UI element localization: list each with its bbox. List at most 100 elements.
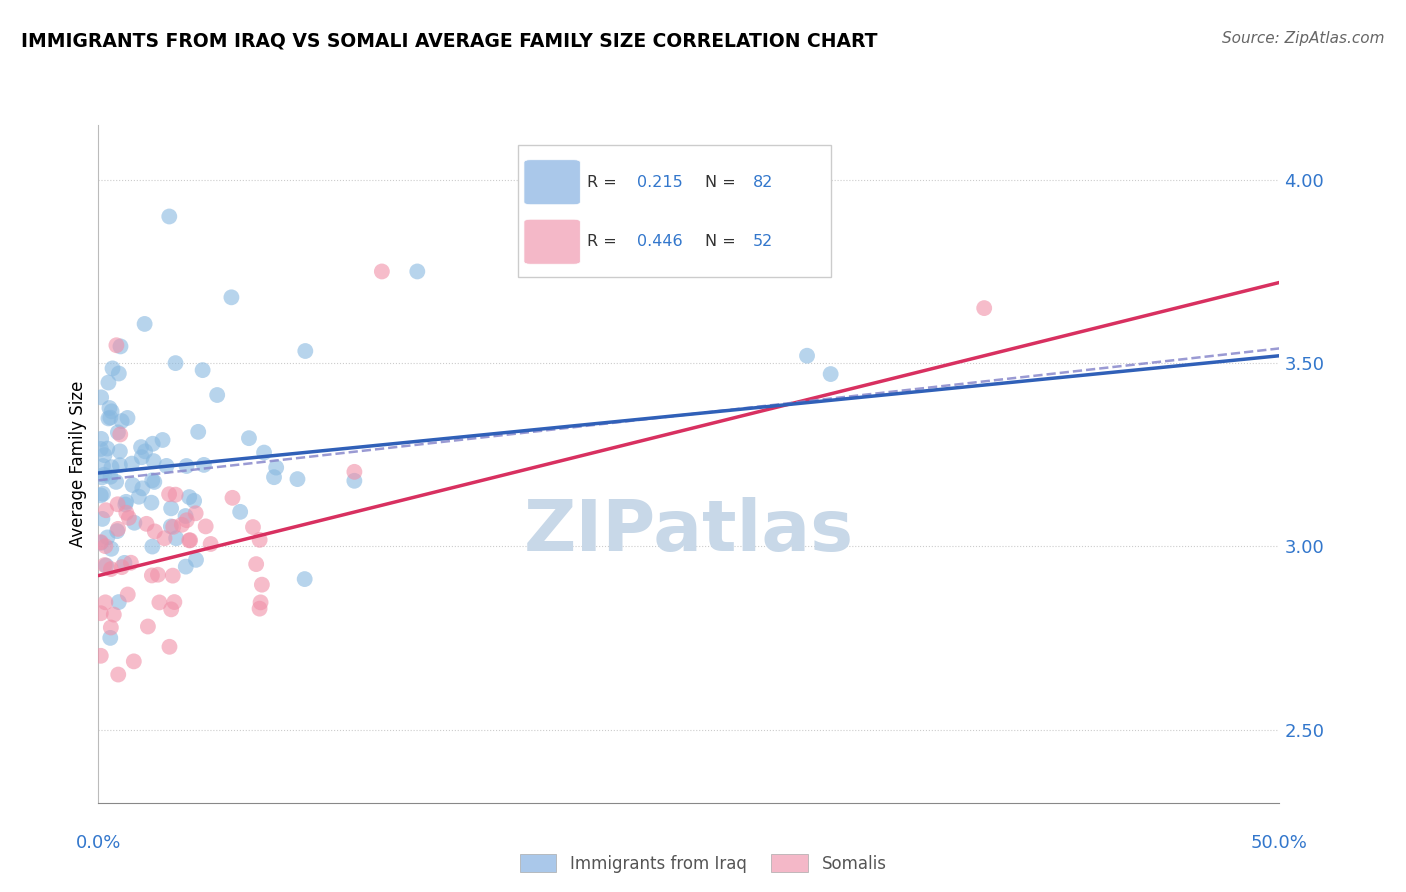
- Point: [193, 458, 215, 472]
- Point: [122, 654, 145, 668]
- Point: [160, 602, 183, 616]
- Point: [163, 595, 186, 609]
- Legend: Immigrants from Iraq, Somalis: Immigrants from Iraq, Somalis: [513, 847, 893, 880]
- Point: [128, 490, 150, 504]
- Point: [131, 481, 153, 495]
- Point: [141, 540, 163, 554]
- Point: [179, 490, 201, 504]
- Point: [245, 557, 267, 571]
- Point: [148, 595, 170, 609]
- Point: [294, 344, 316, 359]
- Text: ZIPatlas: ZIPatlas: [524, 497, 853, 566]
- Point: [90, 390, 112, 404]
- Point: [117, 411, 139, 425]
- Point: [111, 560, 134, 574]
- Point: [90, 488, 112, 502]
- Point: [98, 401, 121, 415]
- Point: [90, 648, 112, 663]
- Point: [107, 497, 129, 511]
- Point: [287, 472, 309, 486]
- Text: 50.0%: 50.0%: [1251, 834, 1308, 852]
- Point: [263, 470, 285, 484]
- Point: [143, 524, 166, 539]
- Point: [184, 506, 207, 520]
- Y-axis label: Average Family Size: Average Family Size: [69, 381, 87, 547]
- Point: [97, 411, 120, 425]
- Point: [142, 454, 165, 468]
- Point: [108, 458, 131, 472]
- Point: [91, 458, 114, 473]
- Point: [107, 595, 129, 609]
- Point: [250, 577, 273, 591]
- Point: [108, 367, 131, 381]
- Text: Source: ZipAtlas.com: Source: ZipAtlas.com: [1222, 31, 1385, 46]
- Point: [105, 475, 128, 489]
- Point: [221, 491, 243, 505]
- Point: [115, 495, 138, 509]
- Point: [141, 474, 163, 488]
- Point: [165, 488, 187, 502]
- Point: [111, 414, 134, 428]
- Point: [100, 562, 122, 576]
- Point: [121, 478, 143, 492]
- Text: 0.0%: 0.0%: [76, 834, 121, 852]
- Point: [117, 587, 139, 601]
- Point: [205, 388, 228, 402]
- Point: [406, 264, 429, 278]
- Point: [107, 425, 129, 440]
- Point: [100, 410, 122, 425]
- Point: [96, 531, 118, 545]
- Point: [820, 367, 842, 381]
- Point: [176, 513, 198, 527]
- Point: [160, 519, 183, 533]
- Point: [120, 556, 142, 570]
- Point: [105, 338, 128, 352]
- Point: [91, 512, 114, 526]
- Point: [221, 290, 243, 304]
- Point: [94, 539, 117, 553]
- Point: [94, 595, 117, 609]
- Point: [94, 558, 117, 573]
- Point: [90, 535, 112, 549]
- Point: [159, 640, 181, 654]
- Point: [90, 536, 112, 550]
- Point: [105, 524, 128, 538]
- Point: [100, 404, 122, 418]
- Point: [160, 501, 183, 516]
- Point: [93, 448, 115, 462]
- Point: [91, 487, 114, 501]
- Point: [153, 531, 176, 545]
- Point: [134, 444, 156, 458]
- Point: [124, 516, 146, 530]
- Point: [142, 436, 165, 450]
- Point: [973, 301, 995, 315]
- Point: [110, 427, 132, 442]
- Point: [114, 498, 136, 512]
- Point: [129, 440, 152, 454]
- Point: [90, 442, 112, 456]
- Point: [249, 533, 271, 547]
- Point: [114, 556, 136, 570]
- Point: [174, 508, 197, 523]
- Point: [134, 317, 156, 331]
- Point: [157, 210, 180, 224]
- Point: [179, 533, 201, 548]
- Point: [97, 376, 120, 390]
- Point: [131, 450, 153, 465]
- Point: [294, 572, 316, 586]
- Point: [98, 631, 121, 645]
- Point: [115, 506, 138, 520]
- Point: [194, 519, 217, 533]
- Point: [93, 558, 115, 572]
- Point: [94, 503, 117, 517]
- Point: [162, 568, 184, 582]
- Point: [191, 363, 214, 377]
- Point: [101, 361, 124, 376]
- Point: [100, 469, 122, 483]
- Point: [90, 606, 112, 620]
- Point: [253, 445, 276, 459]
- Point: [143, 475, 166, 489]
- Point: [121, 457, 143, 471]
- Point: [179, 533, 201, 548]
- Point: [183, 493, 205, 508]
